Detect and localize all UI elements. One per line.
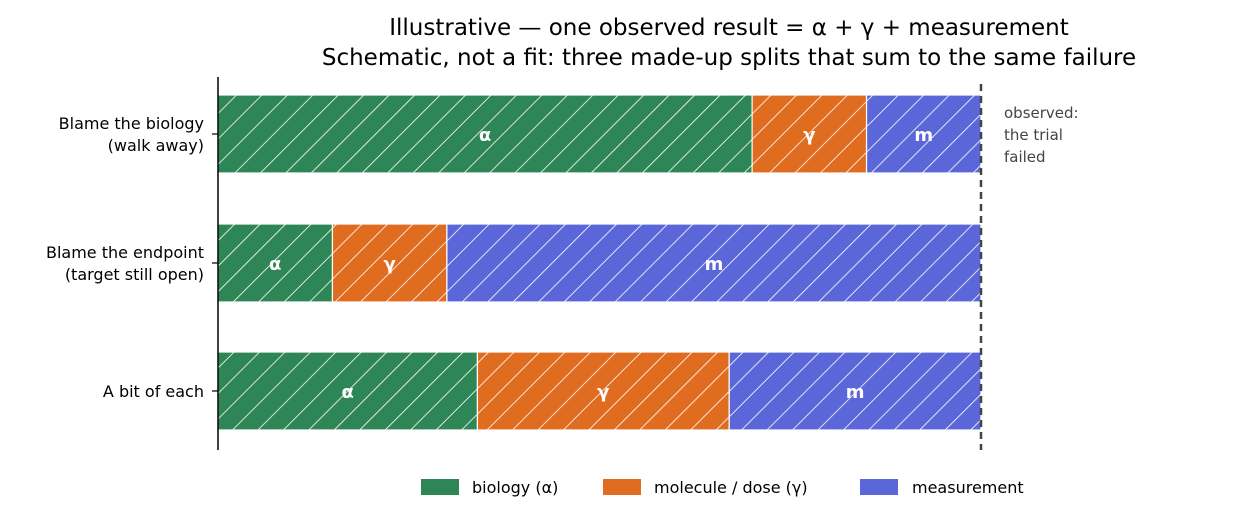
observed-note: failed: [1004, 148, 1046, 166]
y-tick-label: A bit of each: [103, 382, 204, 401]
chart-subtitle: Schematic, not a fit: three made-up spli…: [322, 45, 1136, 71]
bar-segment: γ: [331, 223, 448, 303]
segment-label: γ: [597, 382, 609, 403]
bar-hatch: [446, 223, 982, 303]
legend-swatch: [421, 479, 459, 495]
legend-swatch: [860, 479, 898, 495]
bar-segment: γ: [751, 94, 868, 174]
segment-label: α: [479, 125, 491, 146]
legend-item: molecule / dose (γ): [603, 478, 808, 497]
bar-hatch: [476, 351, 730, 431]
bar-segment: γ: [476, 351, 730, 431]
legend-item: measurement: [860, 478, 1024, 497]
segment-label: γ: [803, 125, 815, 146]
y-tick-label: Blame the endpoint: [46, 243, 204, 262]
bar-hatch: [217, 94, 753, 174]
bar-segment: α: [217, 94, 753, 174]
legend-item: biology (α): [421, 478, 558, 497]
legend-label: measurement: [912, 478, 1024, 497]
bar-hatch: [728, 351, 982, 431]
bar-hatch: [865, 94, 982, 174]
segment-label: m: [914, 125, 933, 146]
bar-segment: m: [446, 223, 982, 303]
y-axis: Blame the biology (walk away) Blame the en…: [46, 77, 219, 450]
observed-note: the trial: [1004, 126, 1063, 144]
bar-segment: α: [217, 223, 334, 303]
bars-group: α γ m α γ m α γ m: [217, 94, 982, 431]
segment-label: α: [342, 382, 354, 403]
legend: biology (α) molecule / dose (γ) measuremen…: [421, 478, 1024, 497]
y-tick-label: Blame the biology: [59, 114, 204, 133]
observed-note: observed:: [1004, 104, 1079, 122]
bar-hatch: [331, 223, 448, 303]
segment-label: m: [705, 254, 724, 275]
chart-title: Illustrative — one observed result = α +…: [389, 15, 1069, 41]
y-tick-label: (target still open): [65, 265, 204, 284]
bar-segment: m: [728, 351, 982, 431]
legend-label: biology (α): [472, 478, 558, 497]
y-tick-label: (walk away): [108, 136, 204, 155]
bar-segment: m: [865, 94, 982, 174]
legend-swatch: [603, 479, 641, 495]
segment-label: γ: [384, 254, 396, 275]
bar-hatch: [217, 223, 334, 303]
bar-segment: α: [217, 351, 479, 431]
segment-label: α: [269, 254, 281, 275]
segment-label: m: [846, 382, 865, 403]
reference-line-group: observed: the trial failed: [979, 84, 1079, 450]
legend-label: molecule / dose (γ): [654, 478, 808, 497]
